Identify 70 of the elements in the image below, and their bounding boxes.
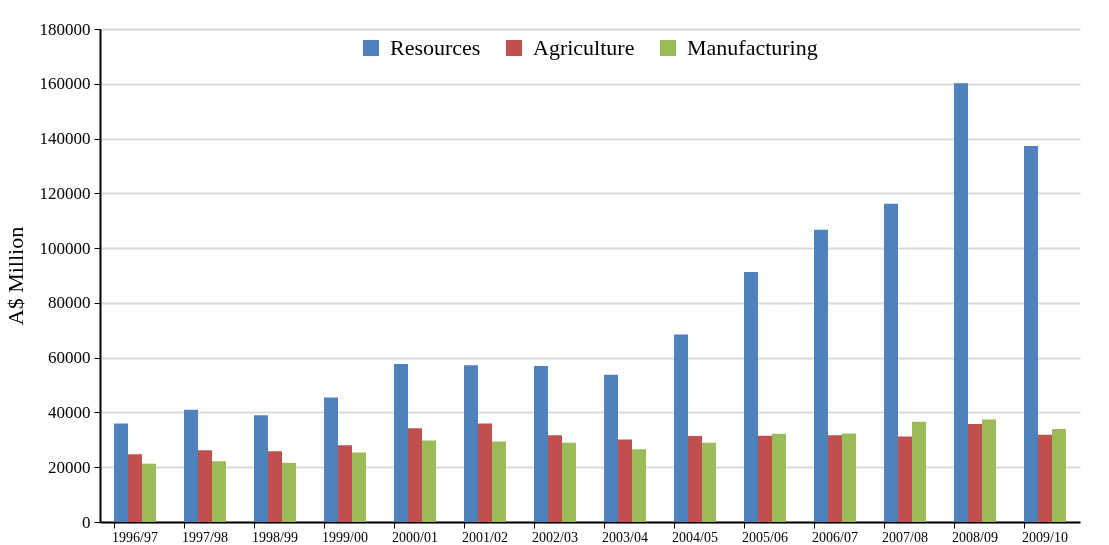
bar [548,435,562,522]
y-tick-label: 0 [82,512,91,532]
bar [744,271,758,522]
x-tick-label: 2008/09 [952,529,998,545]
bar [422,440,436,522]
bar [464,365,478,522]
bar [898,436,912,522]
bar [254,415,268,522]
bar [128,454,142,522]
bar [1024,145,1038,522]
legend-label: Resources [390,35,481,60]
bar [338,445,352,522]
y-tick-label: 100000 [39,238,91,258]
bar [324,397,338,522]
bar [268,451,282,522]
bar [912,421,926,522]
x-tick-label: 2006/07 [812,529,858,545]
legend-label: Agriculture [533,35,635,60]
bar [1038,434,1052,522]
bar [884,203,898,522]
bar [674,334,688,522]
bar [212,461,226,522]
bar [534,365,548,522]
y-tick-label: 60000 [48,348,91,368]
x-tick-label: 2000/01 [392,529,438,545]
bar [478,423,492,522]
x-tick-label: 1996/97 [112,529,158,545]
bar [982,419,996,522]
x-tick-label: 1998/99 [252,529,298,545]
y-tick-label: 20000 [48,457,91,477]
y-tick-label: 120000 [39,183,91,203]
bar [1052,428,1066,522]
y-tick-label: 40000 [48,402,91,422]
bar [688,436,702,522]
bar [184,409,198,522]
bar [954,83,968,522]
x-tick-label: 1999/00 [322,529,368,545]
x-tick-label: 2009/10 [1022,529,1068,545]
bar [632,449,646,522]
bar [408,428,422,522]
bar [282,462,296,522]
bar [842,433,856,522]
x-tick-label: 2003/04 [602,529,648,545]
y-tick-label: 80000 [48,293,91,313]
bar [772,433,786,522]
bar [142,463,156,522]
bar [352,452,366,522]
bar [968,423,982,522]
legend-label: Manufacturing [687,35,818,60]
x-tick-label: 2001/02 [462,529,508,545]
bar [198,450,212,522]
bar [114,423,128,522]
x-tick-label: 2002/03 [532,529,578,545]
bar [604,374,618,522]
bar [562,442,576,522]
x-tick-label: 2004/05 [672,529,718,545]
y-tick-label: 160000 [39,74,91,94]
bar [828,435,842,522]
bar [492,441,506,522]
x-tick-label: 1997/98 [182,529,228,545]
bar [758,435,772,522]
x-tick-label: 2005/06 [742,529,788,545]
bar [618,439,632,522]
bar [702,442,716,522]
bar [814,229,828,522]
y-tick-label: 180000 [39,19,91,39]
y-axis-title: A$ Million [2,226,28,326]
x-tick-label: 2007/08 [882,529,928,545]
bar [394,363,408,522]
y-tick-label: 140000 [39,129,91,149]
